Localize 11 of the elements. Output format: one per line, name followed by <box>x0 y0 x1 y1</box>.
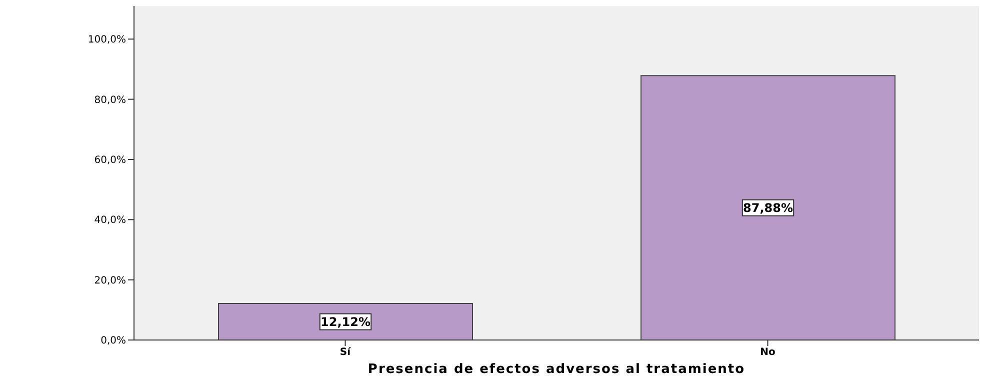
x-tick-label: Sí <box>340 347 352 358</box>
x-axis-title: Presencia de efectos adversos al tratamiento <box>368 362 746 377</box>
y-tick-label: 20,0% <box>94 275 126 286</box>
x-tick-label: No <box>760 347 776 358</box>
y-tick-label: 0,0% <box>100 336 126 347</box>
y-tick-label: 100,0% <box>88 34 126 46</box>
data-label: 12,12% <box>320 314 370 329</box>
data-label: 87,88% <box>743 200 793 215</box>
y-tick-label: 60,0% <box>94 155 126 166</box>
y-tick-label: 80,0% <box>94 94 126 106</box>
y-tick-label: 40,0% <box>94 215 126 226</box>
